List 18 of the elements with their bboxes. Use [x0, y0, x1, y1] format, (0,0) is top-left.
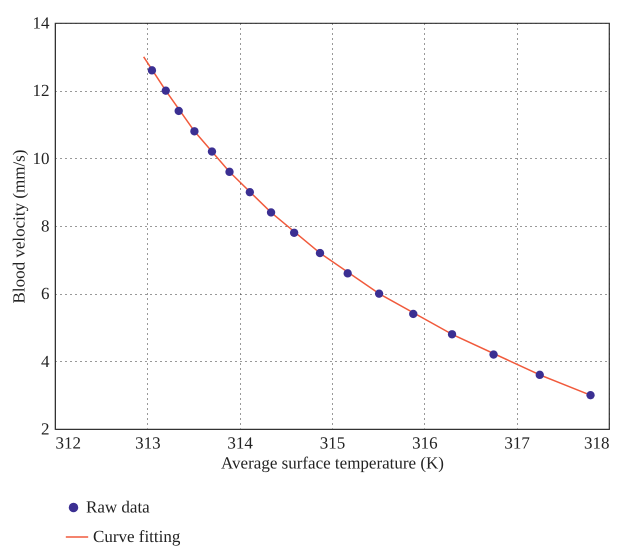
x-tick-label: 316: [412, 434, 438, 452]
x-tick-label: 314: [227, 434, 254, 452]
x-tick-label: 313: [135, 434, 161, 452]
x-tick-label: 312: [56, 434, 81, 452]
y-tick-label: 10: [32, 148, 50, 168]
y-tick-label: 8: [41, 216, 50, 236]
legend-label: Raw data: [86, 498, 150, 516]
legend-label: Curve fitting: [93, 527, 181, 546]
y-tick-label: 2: [41, 420, 50, 438]
x-tick-label: 318: [584, 434, 610, 452]
y-axis-title: Blood velocity (mm/s): [10, 150, 28, 304]
x-axis-title: Average surface temperature (K): [221, 454, 444, 472]
y-tick-label: 6: [41, 284, 50, 304]
y-tick-label: 12: [32, 81, 50, 100]
y-tick-label: 14: [32, 14, 50, 32]
x-tick-label: 317: [504, 434, 530, 452]
x-tick-label: 315: [320, 434, 346, 452]
y-tick-label: 4: [41, 352, 50, 371]
